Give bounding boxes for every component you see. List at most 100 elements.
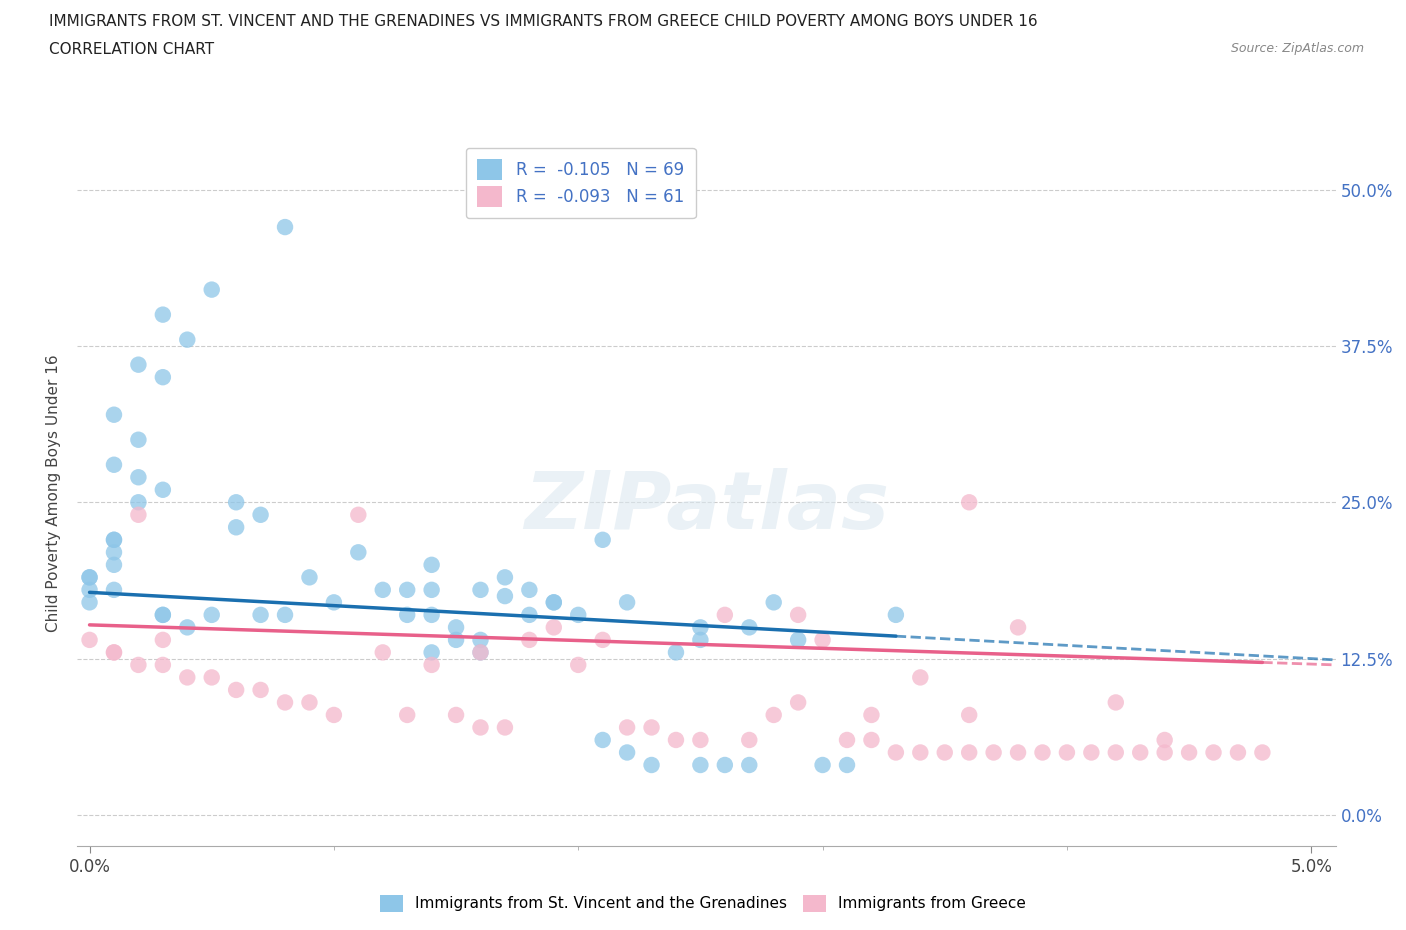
Point [738,758,761,773]
Point [249,607,271,622]
Point [787,695,810,710]
Point [957,708,980,723]
Point [543,595,565,610]
Point [274,695,297,710]
Point [616,745,638,760]
Point [811,632,834,647]
Point [444,620,467,635]
Point [910,745,932,760]
Point [1031,745,1053,760]
Point [738,620,761,635]
Point [127,658,149,672]
Text: IMMIGRANTS FROM ST. VINCENT AND THE GRENADINES VS IMMIGRANTS FROM GREECE CHILD P: IMMIGRANTS FROM ST. VINCENT AND THE GREN… [49,14,1038,29]
Point [79,570,101,585]
Point [396,708,419,723]
Point [444,632,467,647]
Point [689,758,711,773]
Point [470,645,492,660]
Point [665,733,688,748]
Point [420,607,443,622]
Point [152,658,174,672]
Point [640,720,662,735]
Point [714,758,737,773]
Point [103,458,125,472]
Point [103,532,125,547]
Point [567,607,589,622]
Point [127,357,149,372]
Point [371,645,394,660]
Point [103,532,125,547]
Point [494,589,516,604]
Y-axis label: Child Poverty Among Boys Under 16: Child Poverty Among Boys Under 16 [46,354,62,631]
Point [274,607,297,622]
Point [225,495,247,510]
Point [201,607,224,622]
Point [934,745,956,760]
Point [543,595,565,610]
Legend: R =  -0.105   N = 69, R =  -0.093   N = 61: R = -0.105 N = 69, R = -0.093 N = 61 [465,148,696,219]
Point [274,219,297,234]
Point [298,695,321,710]
Point [470,582,492,597]
Point [103,645,125,660]
Text: CORRELATION CHART: CORRELATION CHART [49,42,214,57]
Text: ZIPatlas: ZIPatlas [524,468,889,546]
Point [543,620,565,635]
Point [420,557,443,572]
Point [225,520,247,535]
Point [152,483,174,498]
Point [592,733,614,748]
Point [1105,745,1128,760]
Point [127,508,149,523]
Point [1226,745,1249,760]
Point [787,607,810,622]
Point [957,745,980,760]
Point [176,620,198,635]
Point [567,658,589,672]
Point [420,645,443,660]
Point [225,683,247,698]
Legend: Immigrants from St. Vincent and the Grenadines, Immigrants from Greece: Immigrants from St. Vincent and the Gren… [374,889,1032,918]
Point [322,708,344,723]
Point [152,632,174,647]
Point [884,607,907,622]
Point [494,570,516,585]
Point [1178,745,1201,760]
Point [519,607,541,622]
Point [396,607,419,622]
Point [1056,745,1078,760]
Point [910,670,932,684]
Point [470,720,492,735]
Point [201,282,224,297]
Point [127,495,149,510]
Point [79,582,101,597]
Point [79,595,101,610]
Point [738,733,761,748]
Point [689,632,711,647]
Point [689,733,711,748]
Point [79,632,101,647]
Text: Source: ZipAtlas.com: Source: ZipAtlas.com [1230,42,1364,55]
Point [665,645,688,660]
Point [957,495,980,510]
Point [762,708,785,723]
Point [519,582,541,597]
Point [811,758,834,773]
Point [347,545,370,560]
Point [592,532,614,547]
Point [103,407,125,422]
Point [714,607,737,622]
Point [103,557,125,572]
Point [298,570,321,585]
Point [371,582,394,597]
Point [762,595,785,610]
Point [444,708,467,723]
Point [103,545,125,560]
Point [79,570,101,585]
Point [322,595,344,610]
Point [1153,733,1175,748]
Point [983,745,1005,760]
Point [835,758,858,773]
Point [616,595,638,610]
Point [249,508,271,523]
